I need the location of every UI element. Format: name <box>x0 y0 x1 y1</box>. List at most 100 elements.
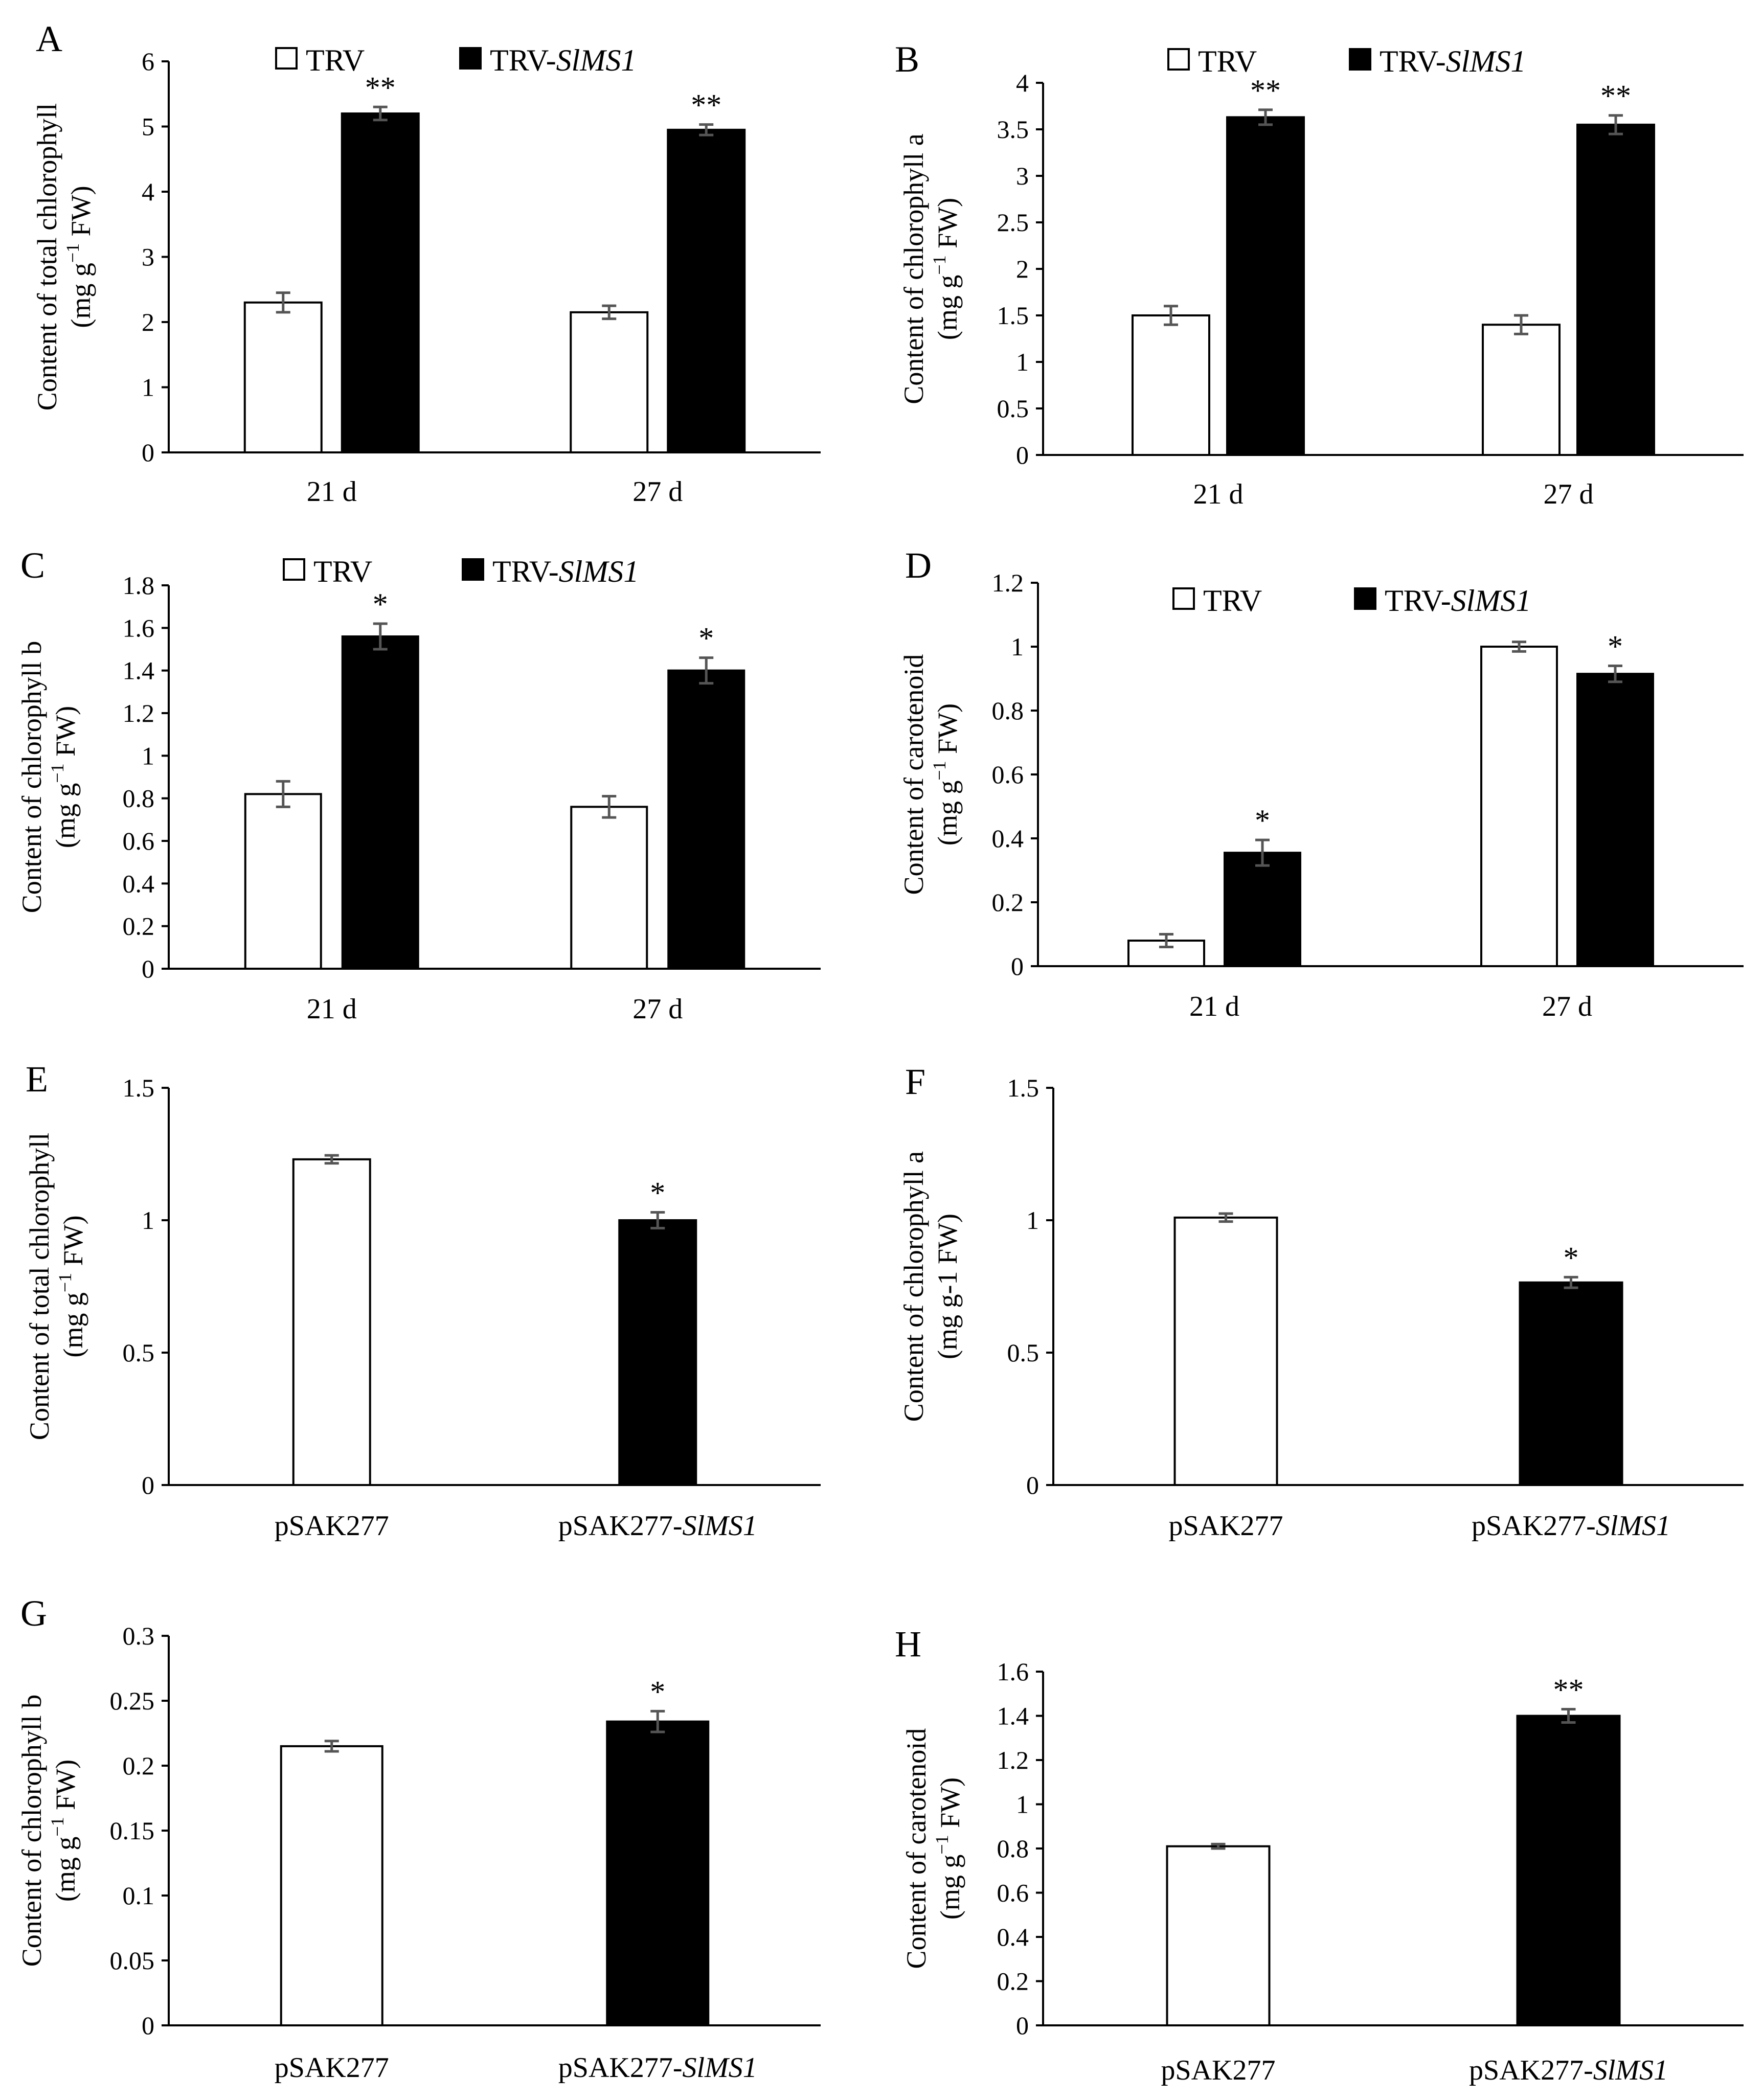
y-axis-label: Content of chlorophyll a (mg g-1 FW) <box>898 1151 963 1422</box>
significance-marker: ** <box>691 88 721 122</box>
significance-marker: ** <box>365 71 396 104</box>
y-tick-label: 0.6 <box>997 1879 1029 1907</box>
legend-label: TRV-SlMS1 <box>1385 584 1531 618</box>
significance-marker: * <box>1564 1241 1579 1274</box>
y-tick-label: 0.6 <box>123 827 155 855</box>
x-category-label: 27 d <box>632 476 683 508</box>
y-tick-label: 1 <box>1016 1790 1029 1819</box>
bar <box>292 1158 371 1487</box>
y-tick-label: 6 <box>142 47 154 76</box>
y-tick-label: 0.6 <box>992 760 1024 789</box>
significance-marker: ** <box>1553 1673 1584 1707</box>
y-tick-label: 0 <box>1016 2011 1029 2040</box>
y-tick-label: 4 <box>142 177 154 206</box>
y-tick-label: 1.8 <box>123 571 155 600</box>
bar <box>606 1720 710 2026</box>
y-tick-label: 4 <box>1016 69 1029 97</box>
chart-panel-e: E 0 0.5 1 1.5 Content of total chlorophyll (mg… <box>24 1059 821 1542</box>
legend-label: TRV <box>313 555 372 588</box>
y-tick-label: 0.2 <box>123 912 155 941</box>
significance-marker: * <box>373 587 388 621</box>
significance-marker: ** <box>1600 79 1631 113</box>
bar <box>1224 852 1301 967</box>
legend-swatch <box>1349 48 1371 71</box>
x-category-label: 27 d <box>1544 478 1594 510</box>
bar <box>1166 1845 1271 2027</box>
legend-swatch <box>283 558 305 581</box>
y-tick-label: 1.5 <box>997 301 1029 330</box>
chart-panel-d: D 0 0.2 0.4 0.6 0.8 1 1.2 Content of carotenoid(… <box>898 545 1744 1022</box>
y-tick-label: 3 <box>142 243 154 271</box>
bar <box>341 635 419 970</box>
panel-letter: A <box>36 18 62 59</box>
bar <box>570 806 648 970</box>
y-tick-label: 1 <box>1011 632 1024 661</box>
chart-panel-f: F 0 0.5 1 1.5 Content of chlorophyll a (mg g-1… <box>898 1061 1744 1542</box>
y-tick-label: 1 <box>142 1206 154 1235</box>
y-tick-label: 0 <box>1016 441 1029 469</box>
x-category-label: 21 d <box>307 476 357 508</box>
y-tick-label: 0.15 <box>110 1816 155 1845</box>
legend-swatch <box>275 47 298 70</box>
y-tick-label: 0 <box>1011 952 1024 980</box>
legend-label: TRV-SlMS1 <box>492 555 639 588</box>
bar <box>1519 1281 1623 1486</box>
y-tick-label: 2 <box>1016 255 1029 283</box>
panel-letter: G <box>20 1593 47 1634</box>
y-tick-label: 0 <box>142 954 154 983</box>
x-category-label: pSAK277 <box>275 1510 389 1542</box>
y-tick-label: 3.5 <box>997 115 1029 144</box>
bar <box>341 112 420 453</box>
legend-label: TRV <box>1203 584 1262 618</box>
y-tick-label: 2 <box>142 308 154 336</box>
bar <box>1576 673 1654 967</box>
significance-marker: * <box>698 622 714 655</box>
y-tick-label: 0.3 <box>123 1622 155 1650</box>
bar <box>280 1745 383 2026</box>
y-tick-label: 1.4 <box>123 656 155 685</box>
y-tick-label: 1 <box>142 373 154 402</box>
panel-letter: E <box>26 1059 48 1100</box>
chart-panel-h: H 0 0.2 0.4 0.6 0.8 1 1.2 1.4 1.6 Content of carot… <box>895 1624 1744 2086</box>
significance-marker: * <box>1608 630 1623 664</box>
y-tick-label: 0.5 <box>1007 1338 1039 1367</box>
significance-marker: * <box>650 1675 665 1708</box>
y-tick-label: 0.25 <box>110 1686 155 1715</box>
y-tick-label: 1 <box>1016 348 1029 376</box>
significance-marker: ** <box>1250 74 1281 107</box>
bar <box>570 311 649 453</box>
significance-marker: * <box>650 1176 665 1209</box>
y-axis-label: Content of carotenoid (mg g−1 FW) <box>898 654 963 895</box>
x-category-label: pSAK277-SlMS1 <box>1469 2055 1668 2086</box>
y-tick-label: 1.6 <box>997 1657 1029 1686</box>
y-tick-label: 0.2 <box>992 888 1024 917</box>
y-tick-label: 0.5 <box>123 1338 155 1367</box>
y-tick-label: 1.5 <box>1007 1074 1039 1102</box>
y-tick-label: 0 <box>142 438 154 467</box>
x-category-label: 21 d <box>307 993 357 1025</box>
y-tick-label: 1.2 <box>997 1746 1029 1774</box>
bar <box>1480 646 1558 967</box>
bar <box>244 793 322 970</box>
chart-panel-g: G 0 0.05 0.1 0.15 0.2 0.25 0.3 Content of chloro… <box>16 1593 821 2084</box>
y-tick-label: 0.2 <box>123 1751 155 1780</box>
legend-label: TRV-SlMS1 <box>490 43 636 77</box>
y-tick-label: 1.4 <box>997 1702 1029 1730</box>
y-tick-label: 0 <box>142 2011 154 2040</box>
x-category-label: pSAK277 <box>1161 2055 1275 2086</box>
y-tick-label: 1.6 <box>123 613 155 642</box>
legend-label: TRV <box>1198 44 1257 78</box>
y-axis-label: Content of carotenoid (mg g−1 FW) <box>901 1728 965 1969</box>
significance-marker: * <box>1255 804 1270 837</box>
y-tick-label: 0.5 <box>997 394 1029 423</box>
y-tick-label: 0.1 <box>123 1881 155 1910</box>
bar <box>1173 1216 1278 1487</box>
bar <box>1516 1715 1621 2026</box>
x-category-label: pSAK277-SlMS1 <box>558 1510 757 1542</box>
bar <box>1226 116 1305 456</box>
bar <box>243 301 323 453</box>
x-category-label: pSAK277 <box>275 2052 389 2084</box>
x-category-label: pSAK277 <box>1168 1510 1283 1542</box>
legend-label: TRV <box>306 43 365 77</box>
